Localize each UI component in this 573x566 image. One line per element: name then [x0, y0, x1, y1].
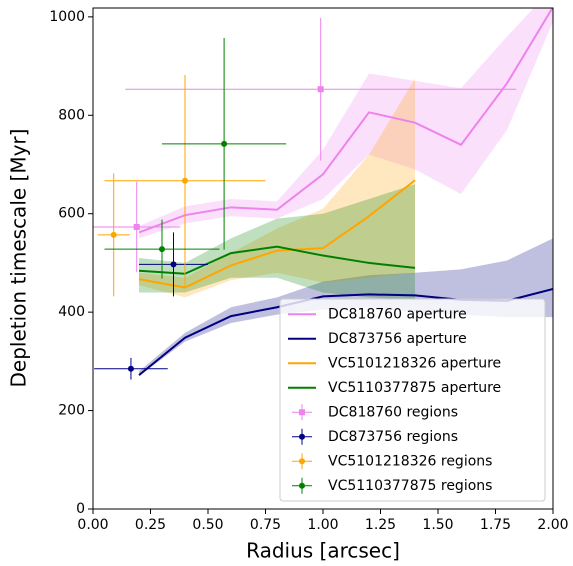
confidence-band [139, 8, 553, 239]
legend-label: VC5110377875 regions [328, 478, 492, 494]
x-tick-label: 1.00 [307, 517, 338, 533]
data-point [110, 231, 117, 238]
data-point [221, 140, 228, 147]
confidence-band [139, 78, 415, 298]
data-point [170, 261, 177, 268]
x-tick-label: 1.25 [365, 517, 396, 533]
data-point [182, 177, 188, 184]
data-point [159, 246, 165, 253]
legend-label: DC818760 regions [328, 404, 458, 420]
x-tick-label: 0.75 [250, 517, 281, 533]
y-tick-label: 600 [58, 206, 85, 222]
legend-box [279, 298, 546, 502]
data-point [133, 224, 140, 231]
x-tick-label: 2.00 [537, 517, 568, 533]
confidence-band [139, 184, 415, 300]
legend-label: VC5110377875 aperture [328, 380, 501, 396]
legend-label: DC818760 aperture [328, 306, 467, 322]
y-axis-label: Depletion timescale [Myr] [7, 129, 31, 388]
legend-label: VC5101218326 regions [328, 453, 492, 469]
y-tick-label: 400 [58, 304, 85, 320]
data-point [317, 86, 324, 93]
data-point [127, 365, 134, 372]
legend: DC818760 aperture DC873756 aperture VC5101… [279, 298, 546, 502]
legend-label: VC5101218326 aperture [328, 355, 501, 371]
x-tick-label: 0.50 [192, 517, 223, 533]
x-tick-label: 1.50 [422, 517, 453, 533]
x-axis-label: Radius [arcsec] [246, 539, 400, 563]
legend-swatch [299, 458, 305, 465]
y-tick-label: 0 [76, 501, 85, 517]
x-tick-label: 0.25 [135, 517, 166, 533]
y-tick-label: 1000 [49, 9, 85, 25]
y-tick-label: 800 [58, 107, 85, 123]
legend-swatch [299, 482, 305, 489]
x-tick-label: 1.75 [480, 517, 511, 533]
line [138, 8, 553, 234]
y-tick-label: 200 [58, 403, 85, 419]
line [138, 179, 416, 289]
legend-label: DC873756 regions [328, 429, 458, 445]
legend-swatch [299, 409, 305, 416]
legend-label: DC873756 aperture [328, 331, 467, 347]
legend-swatch [299, 433, 305, 440]
x-tick-label: 0.00 [77, 517, 108, 533]
